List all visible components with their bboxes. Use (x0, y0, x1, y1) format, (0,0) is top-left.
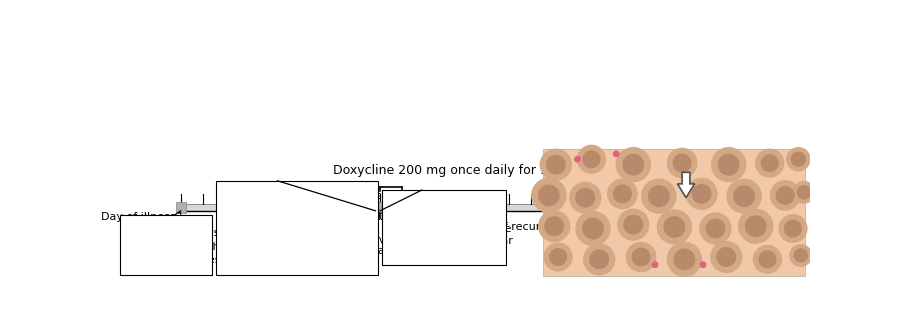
Circle shape (727, 179, 761, 213)
Text: Day of illness: Day of illness (102, 212, 176, 222)
Circle shape (590, 250, 608, 269)
Text: Blood culture negative: Blood culture negative (385, 224, 512, 234)
Circle shape (756, 149, 784, 177)
Bar (176, 202, 185, 213)
Text: spp.: spp. (302, 257, 327, 267)
Circle shape (711, 242, 742, 272)
Text: Doxycline 200 mg once daily for 10 days: Doxycline 200 mg once daily for 10 days (333, 164, 590, 177)
Text: indicates spirochetes: indicates spirochetes (385, 248, 507, 258)
Circle shape (790, 245, 812, 266)
Circle shape (712, 148, 746, 182)
Circle shape (686, 178, 717, 209)
Circle shape (706, 219, 724, 238)
Text: 1: 1 (177, 212, 184, 222)
Circle shape (700, 262, 706, 267)
Text: 92: 92 (373, 212, 387, 222)
Text: C-reactive protein 3.5 mg/dL: C-reactive protein 3.5 mg/dL (219, 213, 371, 223)
Text: No other clinical: No other clinical (385, 201, 476, 211)
Circle shape (674, 249, 695, 269)
Circle shape (779, 215, 807, 242)
Circle shape (718, 154, 739, 175)
Bar (544, 149, 806, 276)
Circle shape (538, 185, 559, 206)
Text: PCR test detects: PCR test detects (219, 257, 317, 267)
Polygon shape (678, 172, 695, 198)
Circle shape (791, 152, 806, 166)
Text: 270: 270 (759, 212, 780, 222)
Circle shape (532, 178, 566, 212)
Circle shape (692, 185, 711, 203)
Circle shape (583, 151, 599, 167)
Circle shape (546, 155, 565, 174)
Text: Borrelia: Borrelia (277, 257, 318, 267)
Circle shape (759, 251, 776, 268)
Circle shape (673, 154, 691, 172)
Circle shape (657, 210, 691, 244)
Circle shape (616, 148, 651, 182)
Circle shape (785, 220, 801, 237)
Circle shape (576, 212, 610, 245)
Text: 90: 90 (368, 212, 382, 222)
Text: Think/thin blood smear negative: Think/thin blood smear negative (219, 235, 392, 245)
Circle shape (614, 185, 631, 203)
Text: episode: 4 weeks: episode: 4 weeks (123, 228, 220, 238)
Bar (121, 215, 212, 275)
Bar (371, 202, 381, 213)
Bar (181, 204, 769, 211)
Circle shape (614, 151, 619, 156)
Circle shape (623, 154, 644, 175)
Circle shape (745, 216, 766, 236)
Circle shape (570, 182, 601, 213)
Circle shape (777, 187, 794, 204)
Circle shape (761, 155, 778, 172)
Circle shape (624, 215, 643, 234)
Text: the United States: the United States (123, 255, 220, 265)
Text: No signs of recurrence during the following 6 months: No signs of recurrence during the follow… (446, 222, 743, 232)
Circle shape (668, 148, 697, 178)
Text: Thick/thin blood smear: Thick/thin blood smear (385, 236, 513, 246)
Bar (216, 181, 378, 275)
Circle shape (787, 148, 810, 171)
Circle shape (794, 249, 807, 262)
Circle shape (739, 209, 773, 243)
Text: Leukocytes 3.3 cells × 10⁹/L: Leukocytes 3.3 cells × 10⁹/L (219, 203, 368, 213)
Text: Blood culture negative: Blood culture negative (219, 224, 339, 234)
Circle shape (734, 186, 754, 206)
Text: after trip through: after trip through (123, 242, 220, 252)
Text: No other clinical abnormalities.: No other clinical abnormalities. (219, 192, 384, 202)
Text: Temperature 39°C: Temperature 39°C (385, 190, 487, 200)
Circle shape (626, 242, 656, 272)
Text: Temperature 36.0°C: Temperature 36.0°C (219, 181, 325, 191)
Bar (375, 202, 385, 213)
Circle shape (575, 156, 580, 162)
Circle shape (700, 213, 731, 244)
Circle shape (576, 188, 595, 207)
Circle shape (544, 243, 572, 271)
Circle shape (608, 179, 637, 208)
Text: Routinely broad-range bacterial: Routinely broad-range bacterial (219, 246, 387, 256)
Circle shape (717, 248, 735, 266)
Circle shape (652, 262, 658, 267)
Bar (382, 190, 506, 265)
Circle shape (770, 181, 800, 210)
Circle shape (649, 186, 669, 206)
Circle shape (642, 179, 676, 213)
Circle shape (539, 211, 570, 242)
Circle shape (632, 248, 650, 266)
Circle shape (753, 245, 781, 273)
Circle shape (545, 217, 563, 235)
Circle shape (668, 242, 701, 276)
Circle shape (578, 145, 606, 173)
Circle shape (583, 218, 603, 239)
Circle shape (664, 217, 685, 237)
Text: First fever: First fever (123, 215, 179, 225)
Circle shape (540, 149, 572, 180)
Text: abnormalities: abnormalities (385, 213, 465, 223)
Circle shape (584, 244, 615, 275)
Circle shape (793, 182, 814, 203)
Circle shape (550, 249, 566, 265)
Circle shape (797, 186, 810, 199)
Circle shape (617, 209, 649, 240)
